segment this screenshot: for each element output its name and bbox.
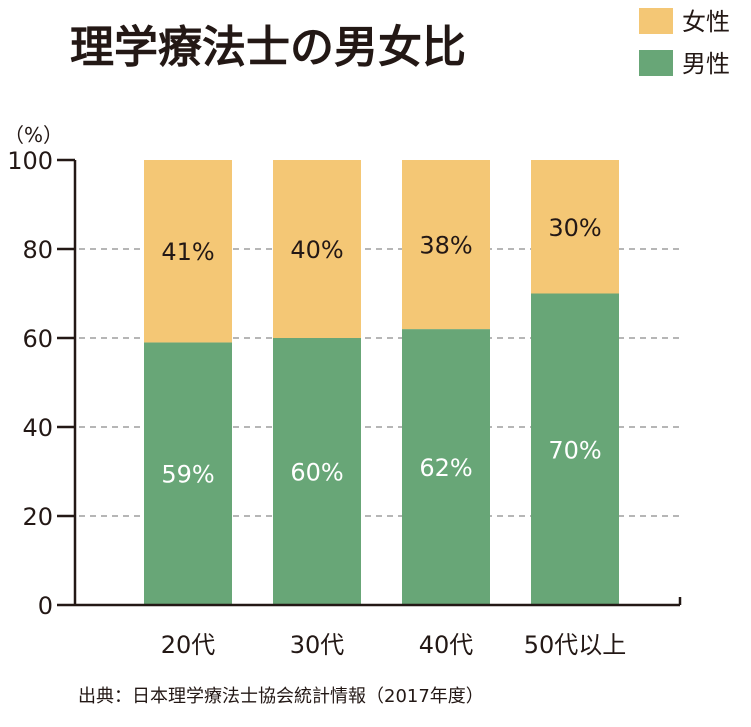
bar-female-3 (531, 160, 619, 294)
value-label-male-3: 70% (548, 436, 601, 464)
bar-female-0 (144, 160, 232, 343)
bar-male-0 (144, 342, 232, 605)
y-tick-label-80: 80 (22, 236, 53, 264)
bar-female-2 (402, 160, 490, 330)
value-label-female-0: 41% (161, 238, 214, 266)
legend: 女性 男性 (639, 8, 730, 78)
y-tick-label-0: 0 (38, 592, 53, 620)
y-axis-unit: （%） (4, 123, 63, 147)
x-tick-label-2: 40代 (419, 631, 474, 659)
source-note: 出典：日本理学療法士協会統計情報（2017年度） (78, 686, 484, 707)
x-tick-label-0: 20代 (161, 631, 216, 659)
chart-title: 理学療法士の男女比 (70, 22, 466, 73)
bar-male-1 (273, 338, 361, 605)
legend-swatch-female (639, 8, 673, 34)
value-label-female-2: 38% (419, 232, 472, 260)
value-label-male-2: 62% (419, 454, 472, 482)
bar-male-3 (531, 293, 619, 605)
value-label-female-3: 30% (548, 214, 601, 242)
value-label-female-1: 40% (290, 236, 343, 264)
labels: 0 20 40 60 80 100 59% 41% 20代 60% 40% 30代 62% 38% 40代 7… (7, 147, 626, 659)
x-tick-label-1: 30代 (290, 631, 345, 659)
y-tick-label-60: 60 (22, 325, 53, 353)
value-label-male-0: 59% (161, 461, 214, 489)
bar-female-1 (273, 160, 361, 338)
axes (57, 158, 682, 607)
bars (144, 160, 619, 605)
value-label-male-1: 60% (290, 459, 343, 487)
legend-swatch-male (639, 50, 673, 76)
legend-label-male: 男性 (682, 50, 730, 78)
y-tick-label-40: 40 (22, 414, 53, 442)
y-tick-label-20: 20 (22, 503, 53, 531)
x-tick-label-3: 50代以上 (524, 631, 627, 659)
bar-male-2 (402, 329, 490, 605)
legend-label-female: 女性 (682, 8, 730, 36)
y-tick-label-100: 100 (7, 147, 53, 175)
